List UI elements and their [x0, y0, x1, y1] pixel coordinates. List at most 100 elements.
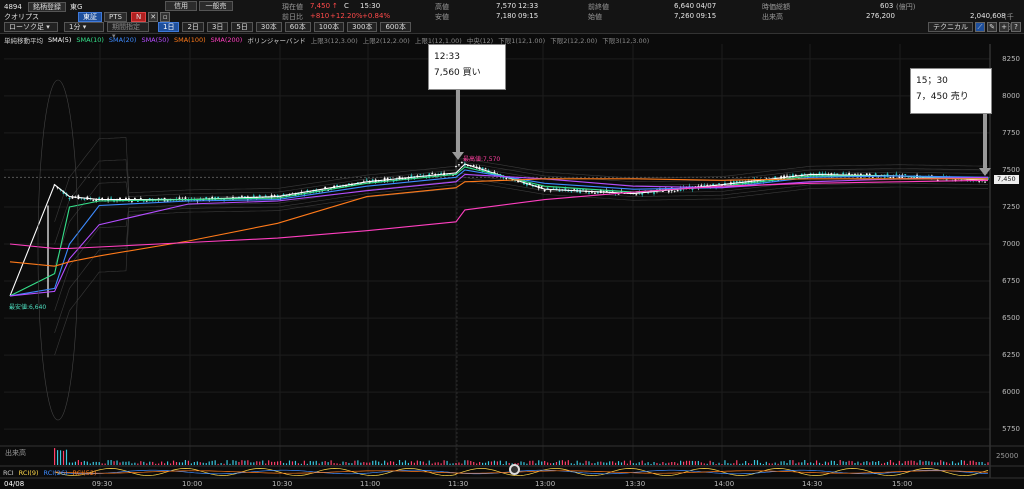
- volume-bar: [603, 462, 605, 465]
- volume-bar: [872, 461, 874, 465]
- volume-bar: [434, 462, 436, 465]
- volume-bar: [318, 463, 320, 465]
- crosshair-icon[interactable]: +: [999, 22, 1009, 32]
- volume-bar: [80, 461, 82, 465]
- tab-5day[interactable]: 5日: [231, 22, 253, 32]
- candle-body: [895, 173, 898, 175]
- candle-body: [68, 198, 71, 200]
- series-sma10: [9, 166, 989, 297]
- volume-bar: [428, 460, 430, 465]
- volume-bar: [848, 460, 850, 465]
- tab-100bars[interactable]: 100本: [313, 22, 345, 32]
- volume-bar: [271, 461, 273, 465]
- interval-select[interactable]: 1分 ▾: [64, 22, 104, 32]
- volume-bar: [937, 462, 939, 465]
- candle-body: [871, 176, 874, 178]
- tab-30bars[interactable]: 30本: [255, 22, 282, 32]
- rci52-label: RCI(52): [72, 469, 97, 477]
- candle-body: [712, 183, 715, 186]
- volume-bar: [928, 461, 930, 465]
- volume-bar: [265, 463, 267, 465]
- help-icon[interactable]: ?: [1011, 22, 1021, 32]
- change-label: 前日比: [282, 13, 303, 21]
- candle-body: [336, 184, 338, 186]
- pen-icon[interactable]: ✎: [987, 22, 997, 32]
- tab-3day[interactable]: 3日: [206, 22, 229, 32]
- tab-600bars[interactable]: 600本: [380, 22, 411, 32]
- general-sell-button[interactable]: 一般売: [199, 1, 233, 11]
- volume-bar: [810, 462, 812, 465]
- candle-body: [324, 186, 327, 189]
- candle-body: [954, 179, 957, 181]
- candle-body: [673, 190, 676, 192]
- tab-300bars[interactable]: 300本: [347, 22, 378, 32]
- volume-bar: [718, 462, 720, 465]
- y-tick-6500: 6500: [1002, 314, 1020, 323]
- volume-bar: [544, 460, 546, 465]
- volume-bar: [422, 461, 424, 465]
- volume-bar: [886, 461, 889, 465]
- close-icon[interactable]: ✕: [148, 12, 159, 22]
- tab-2day[interactable]: 2日: [182, 22, 204, 32]
- scroll-knob-icon[interactable]: [509, 464, 520, 475]
- series-sma20: [9, 169, 989, 297]
- series-sma5: [9, 163, 989, 297]
- volume-bar: [184, 460, 187, 465]
- volume-bar: [285, 463, 288, 465]
- market-cap-label: 時価総額: [762, 3, 790, 11]
- volume-bar: [62, 450, 65, 465]
- period-select[interactable]: 期間指定 ▾: [107, 22, 149, 40]
- sell-arrow-head: [979, 168, 991, 176]
- tab-tse[interactable]: 東証: [78, 12, 102, 22]
- candle-body: [824, 173, 827, 175]
- indicator-6: SMA(200): [210, 36, 243, 44]
- volume-bar: [821, 463, 824, 465]
- candle-body: [865, 173, 868, 177]
- volume-bar: [680, 460, 682, 465]
- current-time: 15:30: [360, 2, 381, 10]
- candle-body: [555, 188, 558, 190]
- volume-bar: [795, 463, 797, 465]
- volume-bar: [83, 460, 85, 465]
- volume-bar: [339, 463, 341, 465]
- candle-body: [339, 186, 341, 188]
- technical-button[interactable]: テクニカル: [928, 22, 973, 32]
- volume-bar: [984, 463, 986, 465]
- volume-bar: [381, 463, 383, 465]
- chart-type-select[interactable]: ローソク足 ▾: [4, 22, 58, 32]
- volume-bar: [65, 449, 68, 465]
- volume-bar: [694, 461, 696, 465]
- candle-body: [540, 186, 543, 188]
- sell-callout-text: 7，450 売り: [916, 92, 969, 102]
- rci-line-2: [54, 470, 989, 474]
- settings-icon[interactable]: ▫: [160, 12, 171, 22]
- tab-pts[interactable]: PTS: [104, 12, 127, 22]
- volume-bar: [375, 460, 377, 465]
- volume-bar: [250, 462, 252, 465]
- volume-bar: [473, 461, 475, 465]
- volume-bar: [384, 460, 386, 465]
- tab-1day[interactable]: 1日: [158, 22, 180, 32]
- tab-60bars[interactable]: 60本: [284, 22, 311, 32]
- volume-bar: [208, 461, 210, 465]
- candle-body: [617, 193, 620, 195]
- volume-bar: [748, 463, 750, 465]
- candle-body: [898, 175, 901, 178]
- credit-button[interactable]: 信用: [165, 1, 197, 11]
- register-button[interactable]: 銘柄登録: [28, 2, 66, 12]
- volume-bar: [620, 462, 623, 465]
- volume-bar: [526, 463, 528, 465]
- candle-body: [546, 187, 549, 190]
- volume-bar: [333, 463, 335, 465]
- volume-bar: [600, 461, 602, 465]
- tool-bar: テクニカル ⟋ ✎ + ?: [928, 22, 1021, 32]
- draw-line-icon[interactable]: ⟋: [975, 22, 985, 32]
- volume-bar: [954, 463, 957, 465]
- x-tick-9: 14:30: [802, 480, 823, 488]
- volume-bar: [520, 461, 522, 465]
- volume-bar: [235, 460, 237, 465]
- candle-body: [564, 188, 567, 191]
- candle-body: [392, 180, 395, 182]
- n-badge[interactable]: N: [130, 12, 147, 22]
